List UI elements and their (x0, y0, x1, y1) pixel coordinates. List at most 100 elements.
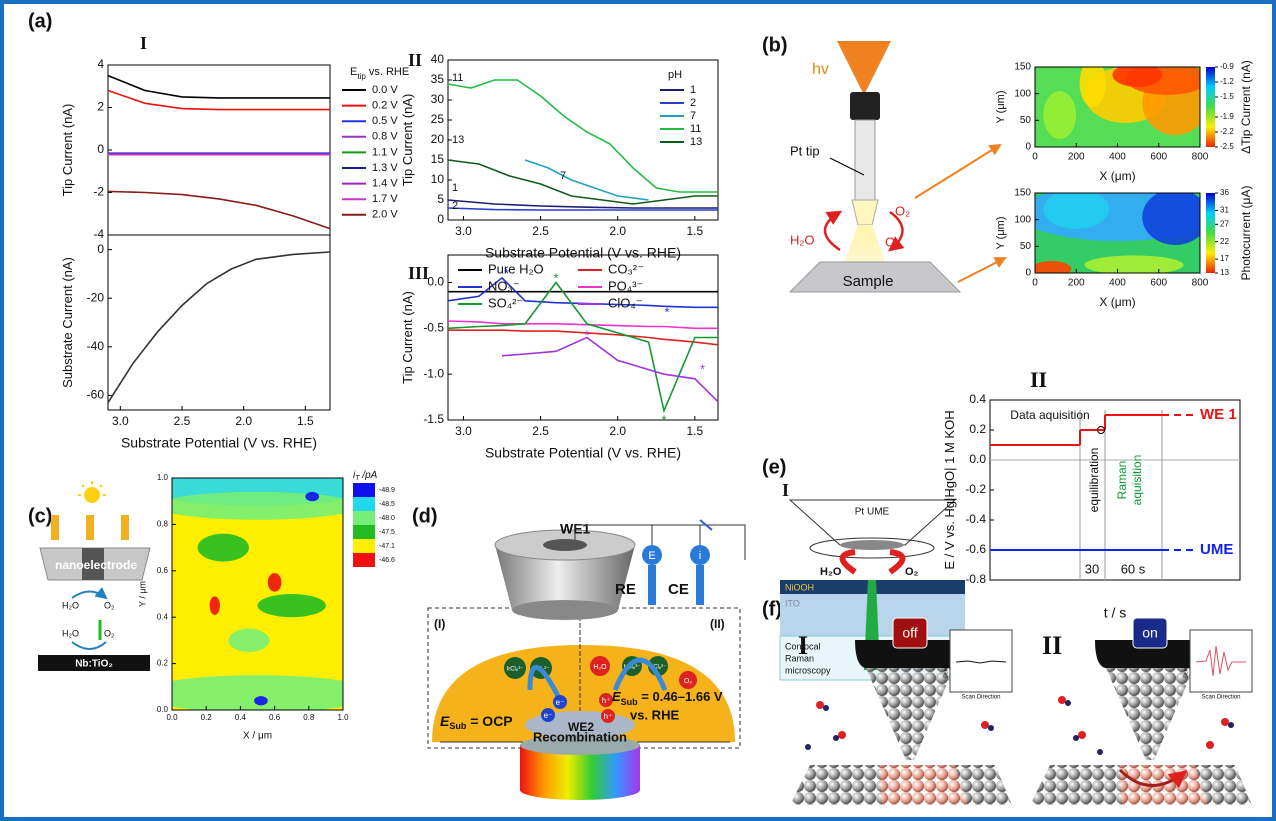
x-tick-label: 2.0 (609, 224, 626, 238)
level-label: -48.5 (379, 501, 395, 508)
x-tick-label: 3.0 (455, 424, 472, 438)
legend-label: 2 (690, 97, 696, 109)
y-tick-label: 0.6 (157, 566, 169, 575)
legend-label: 13 (690, 136, 702, 148)
peak-marker: * (504, 266, 509, 281)
legend-label: 7 (690, 110, 696, 122)
y-axis-label: Y (μm) (995, 216, 1007, 249)
scene-label: II (1042, 631, 1062, 660)
x-axis-label: X / μm (243, 731, 272, 742)
legend-label: 1.3 V (372, 162, 398, 174)
level-swatch (353, 483, 375, 497)
panel-part: II (1030, 367, 1047, 392)
y-axis-label: Y (μm) (995, 90, 1007, 123)
legend-label: 0.2 V (372, 100, 398, 112)
ocp-value: = OCP (466, 713, 512, 729)
colorbar-label: Photocurrent (μA) (1239, 186, 1253, 281)
data-line (448, 80, 718, 192)
e-label: E (648, 550, 655, 562)
heatmap-region (268, 573, 282, 592)
heatmap-region (1080, 59, 1106, 107)
phase-label: equilibration (1087, 448, 1101, 513)
heatmap-region (254, 696, 268, 705)
y-tick-label: 0.2 (157, 659, 169, 668)
colorbar (1206, 193, 1215, 273)
legend-label: 0.8 V (372, 131, 398, 143)
tip-holder (850, 92, 880, 120)
peak-marker: * (584, 327, 589, 342)
tip-atoms (866, 668, 954, 760)
e-subscript: Sub (621, 697, 639, 707)
legend-label: 0.5 V (372, 115, 398, 127)
surface-patch (880, 765, 968, 805)
y-tick-label: 30 (431, 92, 445, 106)
curve-label: 11 (452, 72, 463, 84)
plot-frame (108, 65, 330, 235)
x-tick-label: 0.8 (303, 713, 315, 722)
y-tick-label: 2 (97, 100, 104, 114)
electron-label: e⁻ (544, 711, 553, 720)
level-swatch (353, 497, 375, 511)
phase-label: Raman (1115, 461, 1129, 500)
level-swatch (353, 525, 375, 539)
legend-title: pH (668, 69, 682, 81)
legend-label: SO₄²⁻ (488, 295, 523, 310)
data-line (108, 252, 330, 403)
heatmap-region (258, 594, 326, 617)
sun (84, 487, 100, 503)
heatmap-field (138, 469, 377, 713)
x-axis-label: Substrate Potential (V vs. RHE) (485, 445, 681, 461)
panel-part: III (408, 263, 429, 283)
panel-part: I (140, 33, 147, 53)
hole-label: h⁺ (602, 696, 611, 705)
y-axis-label: Substrate Current (nA) (60, 257, 75, 388)
light-source (520, 780, 640, 800)
y-tick-label: 50 (1020, 115, 1032, 126)
y-tick-label: 0.4 (157, 612, 169, 621)
ion-label: IrCl₆³⁻ (507, 667, 524, 673)
data-line (448, 160, 718, 204)
y-tick-label: -40 (87, 339, 105, 353)
arrow (915, 145, 1000, 198)
x-tick-label: 3.0 (112, 414, 129, 428)
cycle-arrow (825, 212, 840, 250)
colorbar-tick-label: 27 (1220, 219, 1229, 228)
electron-label: e⁻ (556, 698, 565, 707)
y-tick-label: -1.5 (423, 412, 444, 426)
scene-label: I (782, 480, 789, 500)
y-tick-label: -20 (87, 290, 105, 304)
heatmap-region (1043, 189, 1109, 229)
water-label: H₂O (62, 600, 79, 610)
legend-title: Etip vs. RHE (350, 66, 409, 81)
vs-label: vs. RHE (630, 707, 679, 722)
peak-marker: * (665, 304, 670, 319)
level-swatch (353, 553, 375, 567)
y-tick-label: 0.0 (969, 452, 986, 466)
y-tick-label: 40 (431, 52, 445, 66)
ce-label: CE (668, 581, 689, 598)
oxygen-label: O₂ (104, 628, 115, 638)
y-tick-label: 0 (437, 212, 444, 226)
y-axis-label: Tip Current (nA) (400, 94, 415, 187)
heatmap-field (1019, 185, 1217, 277)
y-tick-label: 0 (97, 242, 104, 256)
inset-axis: Scan Direction (1201, 695, 1240, 701)
x-tick-label: 2.5 (532, 224, 549, 238)
y-tick-label: 150 (1014, 188, 1031, 199)
recombination-label: Recombination (533, 729, 627, 744)
legend-label: 11 (690, 123, 701, 135)
water-label: H₂O (790, 232, 815, 247)
legend-label: Pure H₂O (488, 261, 544, 276)
inset (1190, 630, 1252, 692)
curve-label: 7 (560, 170, 566, 182)
y-tick-label: 100 (1014, 214, 1031, 225)
i-label: i (699, 550, 701, 562)
tip-atoms (1106, 668, 1194, 760)
inset-axis: Scan Direction (961, 695, 1000, 701)
x-tick-label: 400 (1109, 152, 1126, 163)
e-subscript: Sub (449, 721, 467, 731)
colorbar-tick-label: -1.2 (1220, 77, 1234, 86)
panel-part: II (408, 50, 422, 70)
colorbar-tick-label: 17 (1220, 254, 1229, 263)
x-axis-label: Substrate Potential (V vs. RHE) (121, 435, 317, 451)
